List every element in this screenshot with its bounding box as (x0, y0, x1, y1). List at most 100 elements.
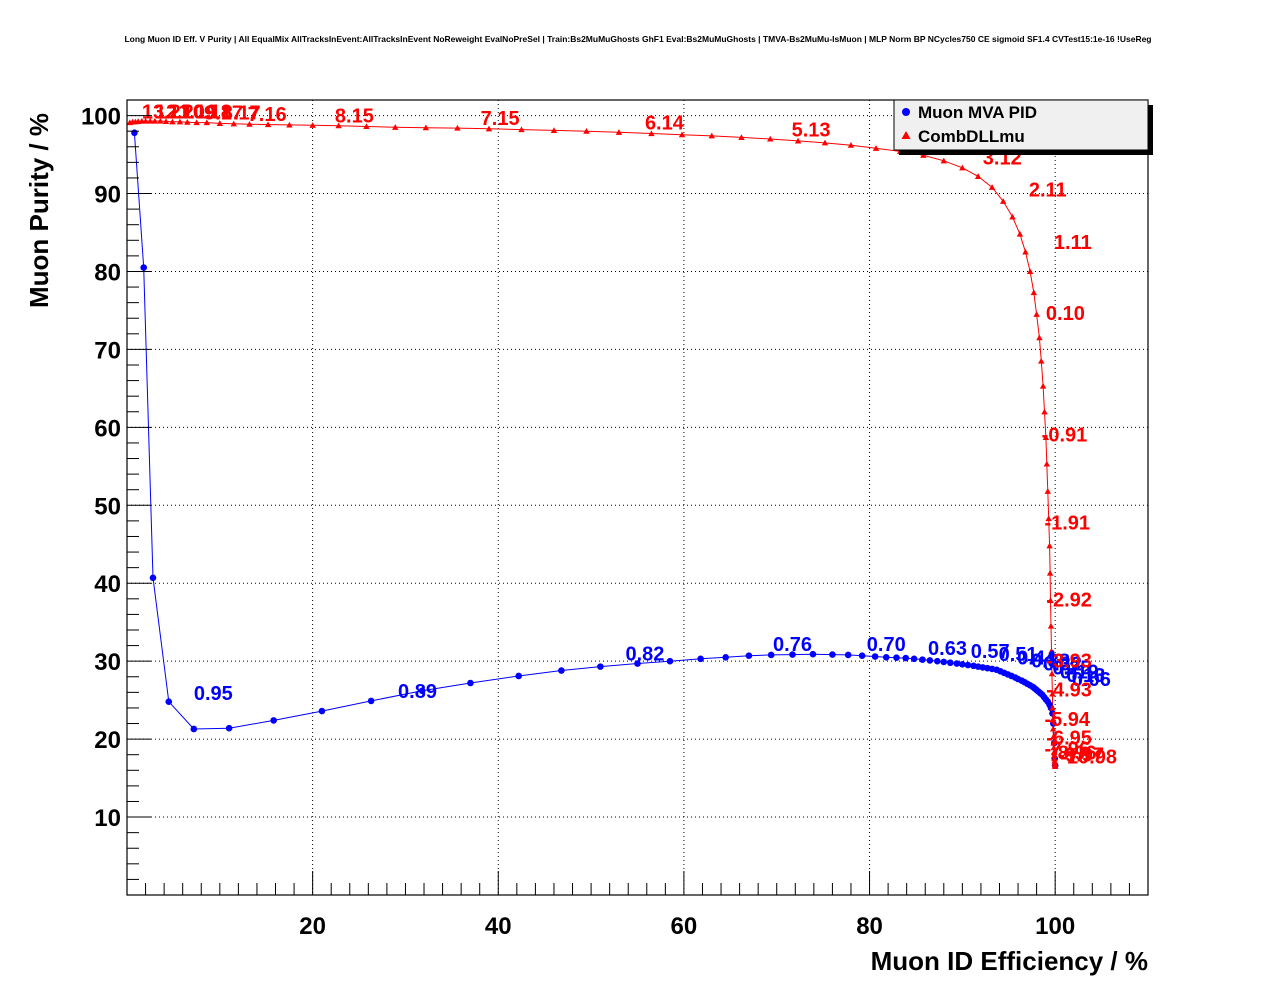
dll-point (1049, 690, 1056, 697)
mva-point (829, 651, 836, 658)
dll-point (335, 122, 342, 129)
dll-point (147, 117, 154, 124)
dll-point (1026, 268, 1034, 275)
cut-value-label: 7.16 (248, 104, 287, 126)
mva-point (858, 652, 866, 660)
mva-point (910, 655, 918, 663)
y-tick-label: 60 (94, 415, 121, 442)
cut-value-label: -8.96 (1051, 742, 1097, 764)
mva-point (367, 697, 375, 705)
dll-point (1051, 763, 1059, 769)
plot-frame (126, 99, 1149, 896)
dll-point (1049, 716, 1057, 723)
dll-point (1047, 597, 1054, 603)
dll-point (1047, 622, 1055, 629)
y-tick-label: 70 (94, 337, 121, 364)
dll-point (169, 118, 176, 125)
cut-value-label: -10.98 (1060, 746, 1117, 768)
x-tick-label: 80 (856, 913, 883, 940)
mva-point (789, 651, 796, 658)
mva-point (809, 650, 817, 658)
mva-point (558, 667, 565, 674)
y-tick-label: 20 (94, 727, 121, 754)
dll-point (1022, 248, 1029, 255)
cut-value-label: 1.11 (1054, 232, 1092, 254)
dll-point (583, 127, 590, 134)
dll-point (738, 134, 745, 140)
mva-point (964, 661, 972, 669)
mva-point (844, 651, 852, 659)
cut-value-label: 0.89 (398, 681, 437, 703)
cut-value-label: -5.94 (1044, 709, 1090, 731)
mva-point (515, 672, 522, 680)
mva-point (953, 660, 961, 667)
mva-point (418, 687, 426, 695)
y-tick-label: 40 (94, 571, 121, 598)
cut-value-label: 0.70 (867, 634, 906, 656)
dll-point (309, 122, 316, 128)
dll-point (142, 117, 149, 124)
dll-point (821, 139, 829, 146)
dll-point (1041, 408, 1048, 415)
cut-value-label: 7.15 (481, 108, 520, 130)
mva-point (149, 574, 157, 582)
dll-point (1046, 542, 1053, 549)
cut-value-label: 0.25 (1052, 657, 1091, 679)
cut-value-label: 0.51 (999, 644, 1038, 666)
mva-point (697, 655, 704, 663)
mva-point (318, 707, 326, 715)
mva-point (934, 657, 941, 665)
cut-value-label: -4.93 (1046, 679, 1092, 701)
grid (127, 100, 1148, 895)
dll-point (162, 118, 170, 124)
cut-value-label: 0.63 (928, 638, 967, 660)
mva-point (467, 679, 474, 687)
mva-point (767, 651, 775, 659)
axis-ticks (126, 99, 1149, 896)
dll-point (1050, 739, 1057, 746)
x-tick-label: 60 (671, 913, 698, 940)
x-tick-labels: 20 40 60 80 100 (299, 913, 1075, 940)
cut-value-label: 0.95 (194, 683, 233, 705)
cut-value-label: 12.20 (155, 102, 205, 124)
dll-point (203, 119, 211, 126)
x-tick-label: 20 (299, 913, 326, 940)
mva-point (871, 653, 879, 660)
dll-point (184, 119, 191, 125)
dll-point (767, 135, 774, 142)
mva-point (270, 717, 277, 724)
mva-point (131, 129, 138, 137)
dll-point (1016, 230, 1024, 237)
cut-value-label: -2.92 (1046, 590, 1092, 612)
dll-point (264, 121, 272, 128)
mva-point (225, 724, 233, 732)
cut-value-label: 13.21 (142, 102, 192, 124)
dll-point (176, 118, 184, 125)
mva-point (946, 659, 954, 667)
dll-point (1009, 213, 1016, 220)
dll-point (615, 129, 623, 135)
dll-point (286, 121, 293, 128)
dll-point (1043, 460, 1051, 467)
mva-point (882, 653, 890, 661)
mva-point (745, 652, 753, 660)
y-tick-label: 100 (81, 104, 121, 131)
mva-point (919, 656, 926, 663)
x-axis-title: Muon ID Efficiency / % (871, 946, 1148, 976)
cut-value-label: 6.14 (645, 113, 685, 135)
dll-point (1046, 569, 1054, 576)
cut-value-label: -6.95 (1046, 728, 1092, 750)
cut-value-label: 0.44 (1017, 647, 1057, 669)
dll-point (1051, 752, 1058, 759)
mva-point (165, 698, 173, 706)
series-lines (129, 120, 1056, 767)
cut-value-label: 0.19 (1060, 661, 1099, 683)
dll-point (1033, 311, 1040, 317)
mva-point (940, 658, 948, 666)
cut-value-label: -9.97 (1058, 745, 1104, 767)
dll-point (940, 157, 947, 164)
cut-value-label: 0.32 (1043, 654, 1082, 676)
cut-value-label: 0.13 (1066, 665, 1105, 687)
dll-point (1050, 749, 1058, 755)
dll-point (1045, 515, 1052, 522)
